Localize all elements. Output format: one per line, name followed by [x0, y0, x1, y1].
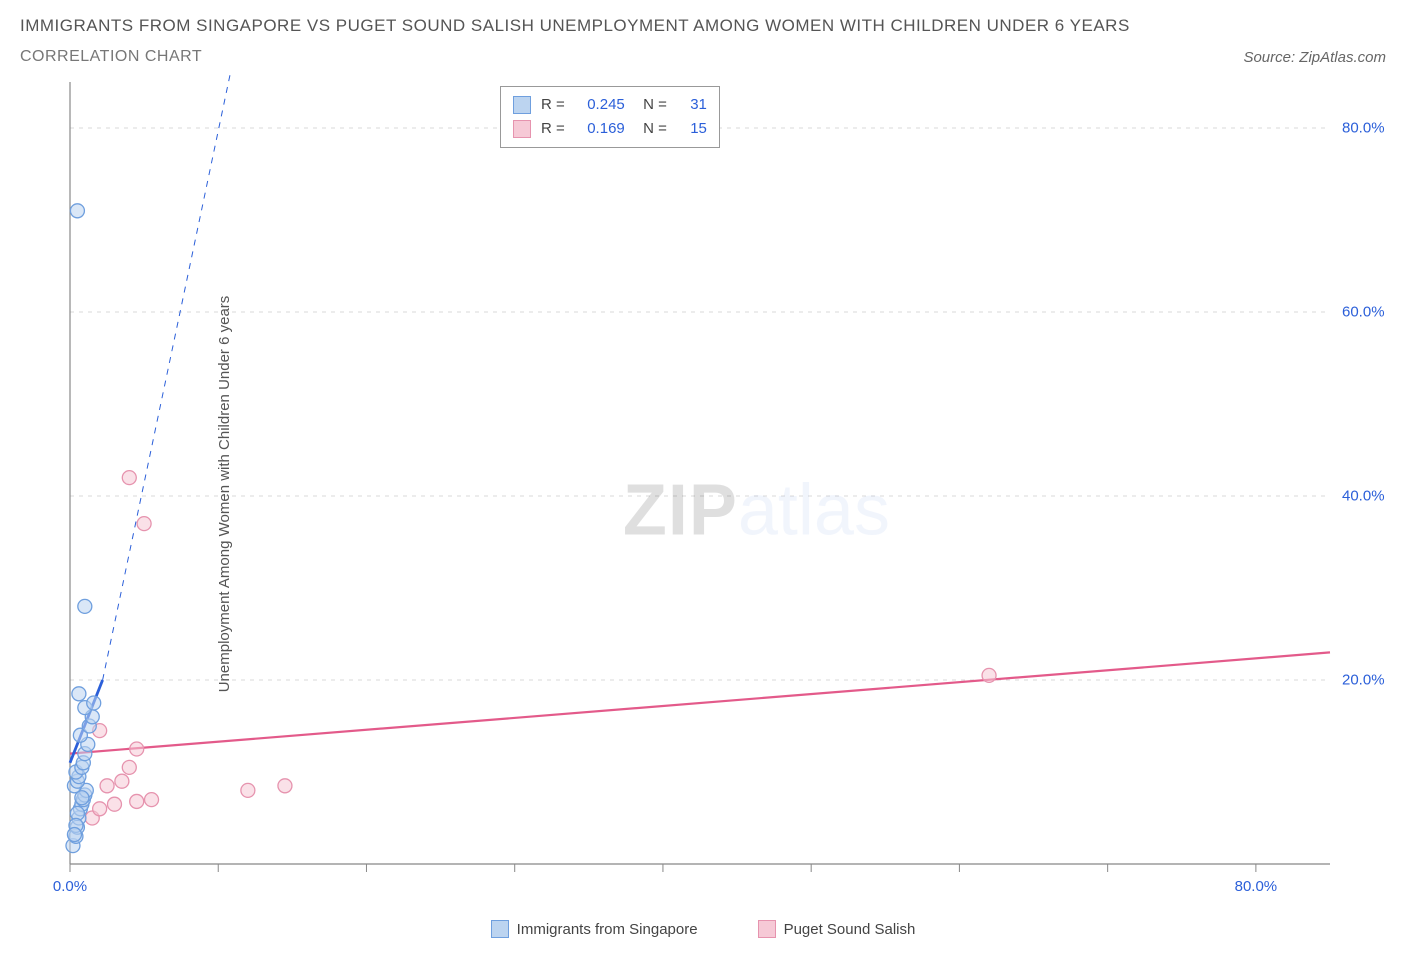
legend-swatch-1 — [513, 120, 531, 138]
legend-n-value-1: 15 — [677, 117, 707, 141]
y-tick-label: 80.0% — [1342, 120, 1385, 137]
legend-n-label: N = — [635, 117, 667, 141]
y-tick-label: 20.0% — [1342, 672, 1385, 689]
legend-r-label: R = — [541, 117, 565, 141]
legend-item-1: Puget Sound Salish — [758, 920, 916, 938]
chart-subtitle: CORRELATION CHART — [20, 48, 202, 66]
legend-swatch-icon — [758, 920, 776, 938]
legend-n-value-0: 31 — [677, 93, 707, 117]
source-label: Source: ZipAtlas.com — [1243, 49, 1386, 66]
legend-row-series-0: R = 0.245 N = 31 — [513, 93, 707, 117]
legend-series-name-1: Puget Sound Salish — [784, 921, 916, 938]
legend-series-name-0: Immigrants from Singapore — [517, 921, 698, 938]
series-legend: Immigrants from Singapore Puget Sound Sa… — [20, 920, 1386, 938]
legend-r-label: R = — [541, 93, 565, 117]
x-tick-label: 0.0% — [53, 878, 87, 895]
legend-item-0: Immigrants from Singapore — [491, 920, 698, 938]
legend-row-series-1: R = 0.169 N = 15 — [513, 117, 707, 141]
legend-swatch-icon — [491, 920, 509, 938]
legend-swatch-0 — [513, 96, 531, 114]
x-tick-label: 80.0% — [1235, 878, 1278, 895]
y-axis-label: Unemployment Among Women with Children U… — [216, 296, 233, 693]
chart-area: Unemployment Among Women with Children U… — [20, 74, 1386, 914]
legend-r-value-1: 0.169 — [575, 117, 625, 141]
chart-title: IMMIGRANTS FROM SINGAPORE VS PUGET SOUND… — [20, 16, 1386, 36]
y-tick-label: 40.0% — [1342, 488, 1385, 505]
legend-r-value-0: 0.245 — [575, 93, 625, 117]
correlation-legend: R = 0.245 N = 31 R = 0.169 N = 15 — [500, 86, 720, 148]
legend-n-label: N = — [635, 93, 667, 117]
y-tick-label: 60.0% — [1342, 304, 1385, 321]
